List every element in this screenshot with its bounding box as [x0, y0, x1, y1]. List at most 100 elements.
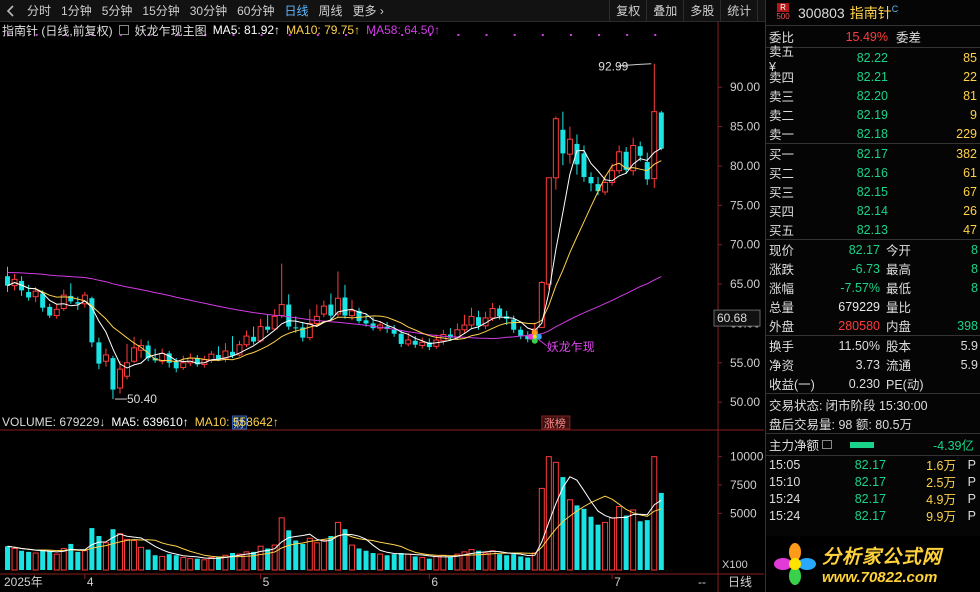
ask-volume: 22: [963, 69, 977, 84]
dot-marker: [260, 34, 263, 36]
candle-body: [60, 294, 67, 309]
candle-body: [595, 184, 601, 192]
period-tab-0[interactable]: 分时: [27, 3, 52, 18]
marker-zhangbang-box: [541, 415, 571, 430]
candle-body: [68, 295, 74, 302]
dot-marker: [513, 34, 516, 36]
candle-body: [581, 153, 587, 178]
stock-header: R 500 300803 指南针 C: [766, 0, 980, 26]
brand-name: 分析家公式网: [822, 547, 943, 568]
volume-bar: [131, 540, 138, 571]
period-tab-4[interactable]: 30分钟: [189, 3, 228, 18]
period-tab-5[interactable]: 60分钟: [237, 3, 275, 18]
volume-bar: [637, 521, 643, 570]
volume-bar: [391, 554, 397, 570]
kline-chart[interactable]: 90.0085.0080.0075.0070.0065.0060.0055.00…: [0, 22, 764, 592]
period-tab-1[interactable]: 1分钟: [61, 3, 92, 18]
volume-bar: [447, 556, 453, 570]
tick-price: 82.17: [854, 491, 886, 506]
back-icon[interactable]: [0, 0, 22, 22]
period-tab-7[interactable]: 周线: [318, 3, 343, 18]
tick-volume: 4.9万: [926, 493, 956, 507]
ask-row: 卖二 82.19 9: [766, 105, 980, 124]
candle-body: [222, 350, 229, 360]
tick-price: 82.17: [854, 474, 886, 489]
dash-label: --: [698, 575, 706, 589]
bid-label: 买五: [769, 224, 795, 238]
indicator-name[interactable]: 妖龙乍现主图: [134, 23, 207, 38]
main-flow-row[interactable]: 主力净额 -4.39亿: [766, 434, 980, 455]
volume-bar: [145, 549, 151, 570]
volume-bar: [187, 558, 194, 571]
volume-bar: [525, 557, 531, 570]
stats-label: 换手: [769, 340, 795, 354]
quote-value-2: 398: [957, 318, 978, 333]
volume-bar: [152, 555, 158, 570]
toolbar-button-0[interactable]: 复权: [609, 0, 646, 22]
indicator-icon[interactable]: [118, 25, 129, 35]
signal-petal: [535, 333, 542, 340]
volume-bar: [5, 546, 11, 570]
tick-list: 15:05 82.17 1.6万 P 15:10 82.17 2.5万 P 15:24 82.17…: [766, 456, 980, 525]
period-tab-8[interactable]: 更多 ›: [352, 3, 384, 18]
price-axis-label: 50.00: [730, 395, 760, 409]
ask-price: 82.19: [856, 107, 888, 122]
volume-bar: [651, 456, 658, 571]
quote-label: 总量: [769, 301, 795, 315]
ask-label: 卖二: [769, 109, 795, 123]
bid-volume: 26: [963, 203, 977, 218]
dot-marker: [316, 34, 319, 36]
toolbar-button-3[interactable]: 统计: [720, 0, 757, 22]
quote-label-2: 内盘: [886, 320, 912, 334]
bid-price: 82.14: [856, 203, 888, 218]
dot-marker: [654, 34, 657, 36]
dot-marker: [485, 34, 488, 36]
period-tab-6[interactable]: 日线: [284, 3, 309, 18]
ask-price: 82.22: [856, 50, 888, 65]
price-axis-label: 55.00: [730, 356, 760, 370]
ma58-line: [7, 272, 662, 340]
volume-bar: [306, 537, 313, 571]
candle-body: [476, 317, 482, 326]
candle-body: [334, 297, 341, 315]
volume-bar: [313, 542, 320, 571]
volume-bar: [201, 559, 208, 571]
candle-body: [19, 280, 25, 291]
toolbar-button-2[interactable]: 多股: [683, 0, 720, 22]
period-tab-3[interactable]: 15分钟: [142, 3, 180, 18]
stats-row: 换手 11.50% 股本 5.9: [766, 336, 980, 355]
dot-marker: [541, 34, 544, 36]
volume-bar: [53, 553, 60, 571]
volume-bar: [630, 509, 637, 571]
dot-marker: [373, 34, 376, 36]
candle-body: [468, 315, 475, 326]
volume-bar: [222, 554, 229, 571]
volume-bar: [124, 538, 131, 571]
stock-code: 300803: [798, 4, 845, 21]
list-icon[interactable]: [822, 440, 833, 449]
candle-body: [131, 347, 138, 362]
volume-bar: [173, 555, 179, 570]
volume-bar: [96, 536, 102, 570]
candle-body: [89, 298, 95, 343]
candle-body: [566, 138, 573, 155]
marker-cai-label: 财: [234, 416, 245, 430]
volume-bar: [102, 542, 109, 571]
quote-row: 外盘 280580 内盘 398: [766, 316, 980, 335]
stats-label-2: PE(动): [886, 378, 924, 392]
volume-bar: [595, 524, 601, 570]
dot-marker: [457, 34, 460, 36]
period-tab-2[interactable]: 5分钟: [101, 3, 133, 18]
volume-ma5-line: [7, 476, 662, 559]
volume-ma10-line: [7, 495, 662, 558]
candle-body: [658, 112, 664, 149]
quote-value-2: 8: [971, 242, 978, 257]
candle-body: [243, 335, 250, 346]
candle-body: [518, 329, 524, 337]
dot-marker: [232, 34, 235, 36]
toolbar-button-1[interactable]: 叠加: [646, 0, 683, 22]
volume-bar: [440, 554, 447, 571]
bid-label: 买一: [769, 148, 795, 162]
volume-bar: [377, 553, 384, 571]
high-label: 92.99: [598, 60, 628, 74]
